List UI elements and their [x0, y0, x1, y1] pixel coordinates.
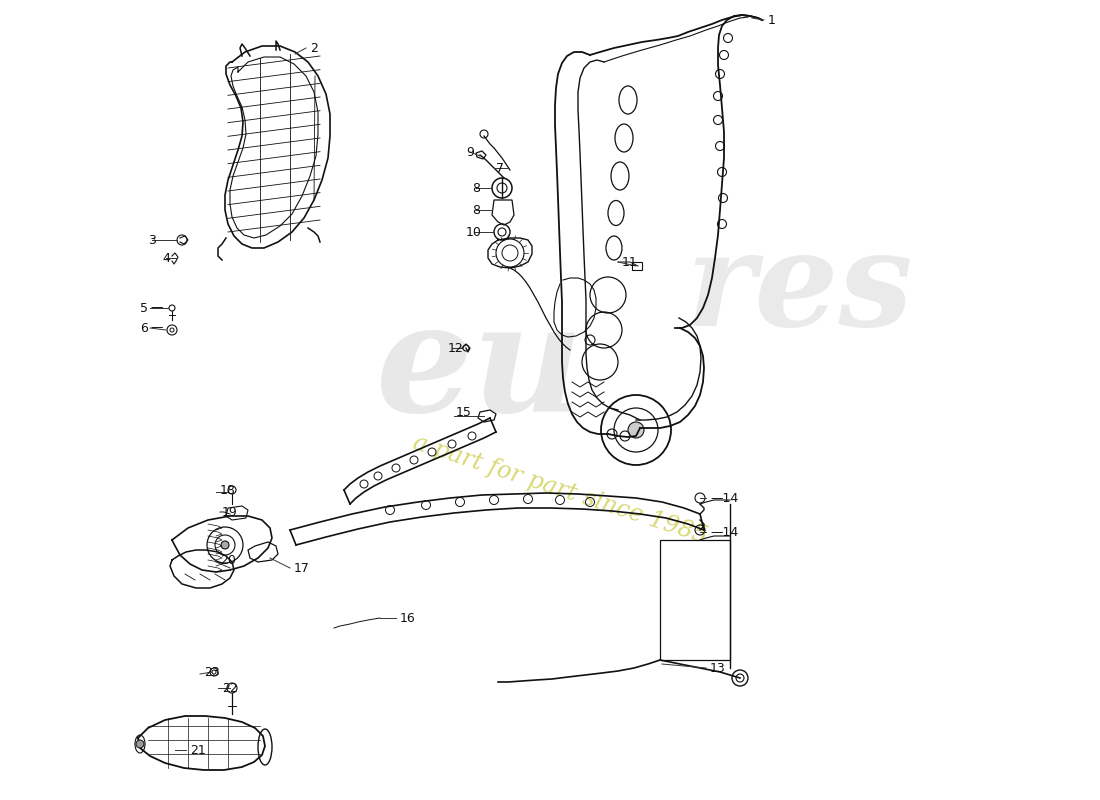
Text: 15: 15 — [456, 406, 472, 418]
Text: 12: 12 — [448, 342, 464, 354]
Text: 16: 16 — [400, 611, 416, 625]
Text: 2: 2 — [310, 42, 318, 54]
Circle shape — [136, 740, 144, 748]
Text: a part for part since 1985: a part for part since 1985 — [410, 431, 710, 549]
Text: 11: 11 — [621, 255, 638, 269]
Text: 21: 21 — [190, 743, 206, 757]
Text: 4: 4 — [162, 251, 169, 265]
Circle shape — [628, 422, 643, 438]
Text: 6: 6 — [140, 322, 148, 334]
Text: 22: 22 — [222, 682, 238, 694]
Circle shape — [221, 541, 229, 549]
Text: 9: 9 — [466, 146, 474, 158]
Text: 23: 23 — [204, 666, 220, 678]
Text: eu: eu — [376, 295, 584, 445]
Text: 7: 7 — [496, 162, 504, 174]
Text: res: res — [686, 226, 914, 354]
Text: 10: 10 — [466, 226, 482, 238]
Text: —: — — [150, 322, 163, 334]
Text: —: — — [150, 302, 163, 314]
Text: 5: 5 — [140, 302, 148, 314]
Text: 3: 3 — [148, 234, 156, 246]
Text: 19: 19 — [222, 506, 238, 518]
Text: 18: 18 — [220, 483, 235, 497]
Text: 8: 8 — [472, 203, 480, 217]
Text: 13: 13 — [710, 662, 726, 674]
Text: 20: 20 — [220, 554, 235, 566]
Text: 1: 1 — [768, 14, 776, 26]
Text: —14: —14 — [710, 491, 738, 505]
Text: 17: 17 — [294, 562, 310, 574]
Text: —14: —14 — [710, 526, 738, 538]
Text: 8: 8 — [472, 182, 480, 194]
